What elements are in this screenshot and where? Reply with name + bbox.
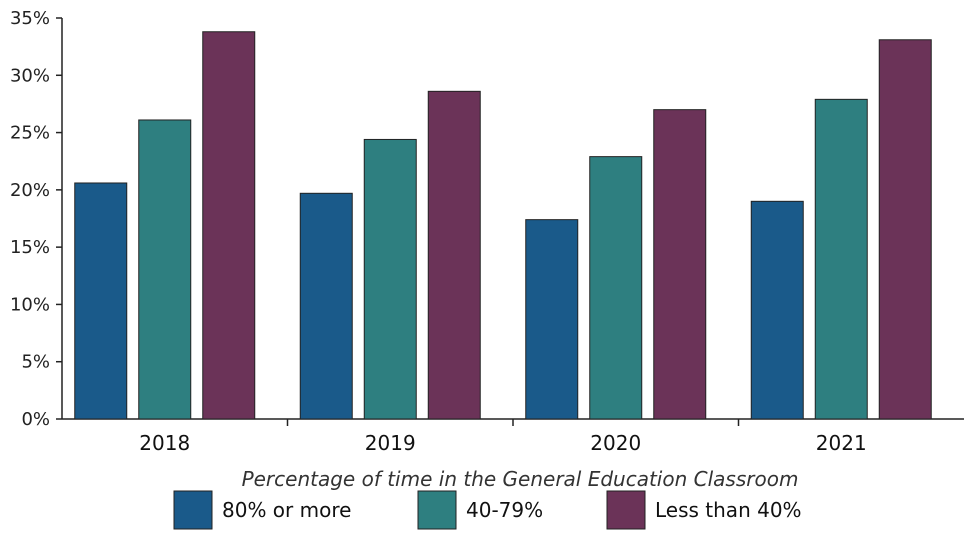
legend-label: Less than 40% [655,498,802,522]
bar-2021-1 [750,200,804,420]
y-tick-label: 5% [21,352,50,373]
y-tick-label: 0% [21,409,50,430]
legend: 80% or more 40-79% Less than 40% [173,490,802,530]
x-axis-label: Percentage of time in the General Educat… [242,467,799,491]
bar-2018-1 [74,182,128,420]
legend-label: 40-79% [466,498,543,522]
bar-2019-3 [427,90,481,420]
y-tick-label: 35% [10,8,50,29]
x-tick-label: 2019 [365,431,416,455]
y-tick-label: 30% [10,65,50,86]
bar-2019-1 [299,192,353,420]
legend-label: 80% or more [222,498,351,522]
y-tick-label: 20% [10,180,50,201]
bar-2018-3 [202,31,256,420]
bar-2020-1 [525,219,579,420]
y-tick-label: 10% [10,294,50,315]
x-tick-label: 2021 [816,431,867,455]
bar-2018-2 [138,119,192,420]
y-axis: 0% 5% 10% 15% 20% 25% 30% 35% [10,8,63,430]
y-tick-label: 15% [10,237,50,258]
bars [74,31,932,420]
bar-2021-2 [814,98,868,420]
y-tick-label: 25% [10,123,50,144]
bar-2019-2 [363,138,417,420]
x-axis: 2018 2019 2020 2021 [62,418,964,455]
legend-swatch [173,490,213,530]
legend-swatch [417,490,457,530]
bar-2020-3 [653,109,707,420]
x-tick-label: 2020 [590,431,641,455]
bar-2021-3 [878,39,932,420]
legend-swatch [606,490,646,530]
x-tick-label: 2018 [139,431,190,455]
bar-2020-2 [589,156,643,420]
